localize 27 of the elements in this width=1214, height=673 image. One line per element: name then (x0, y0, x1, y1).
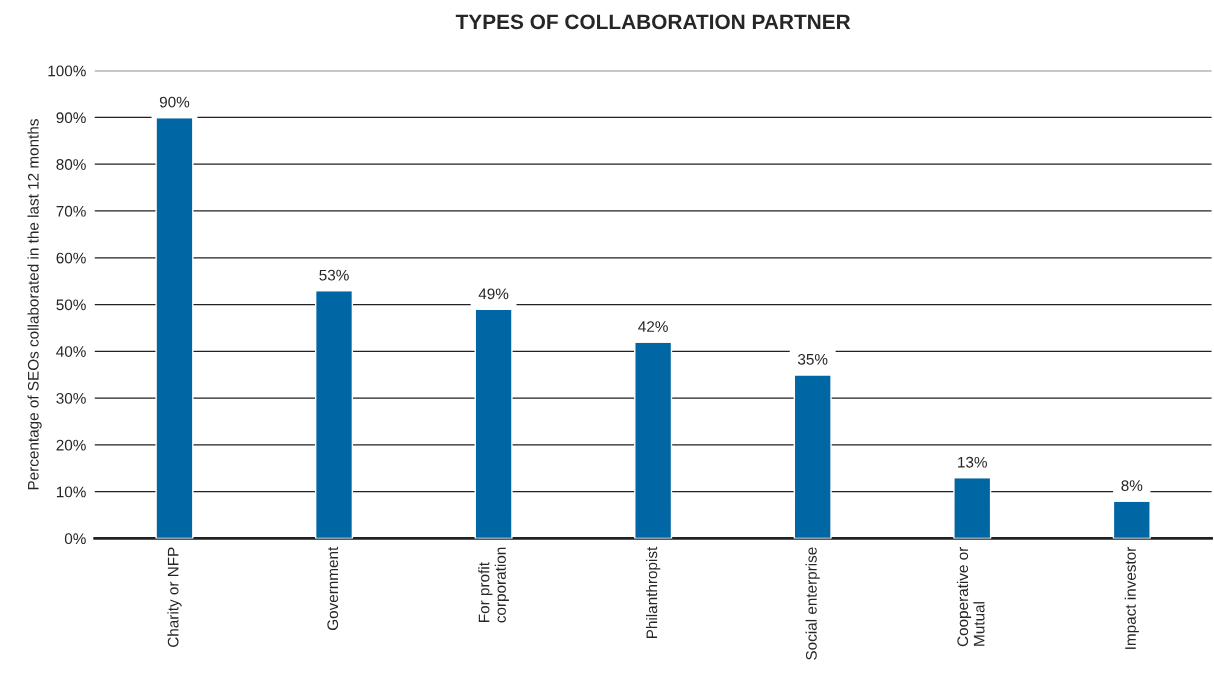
y-tick-label: 80% (56, 159, 86, 170)
x-tick-label: Impact investor (1124, 546, 1139, 649)
data-label: 8% (1121, 480, 1143, 492)
x-tick-label: Government (327, 546, 339, 631)
data-label: 90% (159, 96, 190, 108)
x-tick-label: Cooperative or Mutual (956, 546, 985, 647)
y-axis-title: Percentage of SEOs collaborated in the last 12 months (27, 119, 42, 490)
y-tick-label: 50% (56, 299, 86, 311)
y-tick-label: 10% (56, 486, 86, 498)
y-tick-label: 90% (56, 112, 86, 124)
data-label: 49% (478, 288, 509, 300)
data-label: 35% (797, 353, 828, 365)
x-tick-label: For profit corporation (478, 547, 509, 623)
y-tick-label: 0% (64, 533, 86, 545)
y-tick-label: 20% (56, 439, 86, 451)
y-tick-label: 100% (48, 65, 86, 77)
y-tick-label: 60% (56, 252, 86, 264)
y-tick-label: 40% (56, 346, 86, 357)
y-tick-label: 70% (56, 205, 86, 217)
x-tick-label: Charity or NFP (167, 547, 182, 647)
y-tick-label: 30% (56, 392, 86, 404)
chart-title: TYPES OF COLLABORATION PARTNER (455, 14, 851, 30)
x-tick-label: Social enterprise (805, 547, 820, 660)
data-label: 53% (319, 269, 349, 281)
data-label: 42% (638, 321, 668, 332)
x-tick-label: Philanthropist (646, 546, 661, 639)
data-label: 13% (958, 456, 987, 468)
